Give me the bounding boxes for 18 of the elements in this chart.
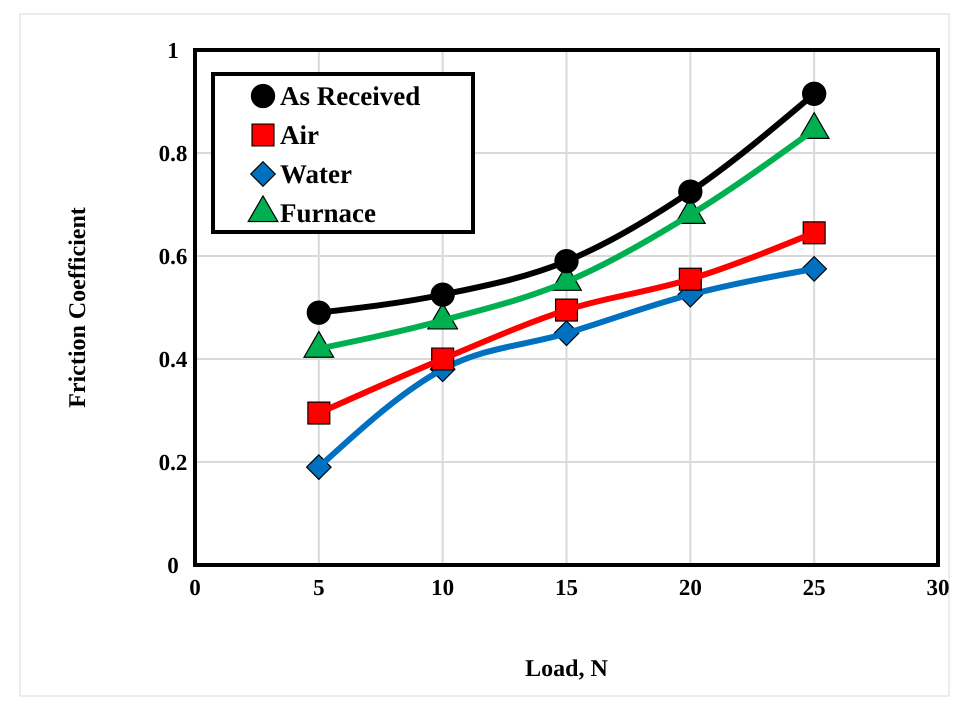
legend-label: Air [280,120,319,150]
legend-label: As Received [280,81,420,111]
y-tick-label: 0.2 [158,450,188,475]
x-tick-label: 20 [678,575,702,600]
legend-label: Furnace [280,198,376,228]
y-tick-label: 0.6 [158,244,188,269]
x-tick-label: 15 [555,575,578,600]
legend-label: Water [280,159,352,189]
y-tick-label: 1 [167,38,179,63]
x-tick-label: 30 [926,575,950,600]
x-axis-title: Load, N [525,656,609,682]
y-axis-title: Friction Coefficient [65,207,91,408]
y-tick-label: 0 [167,553,179,578]
x-tick-label: 5 [313,575,325,600]
x-tick-label: 10 [431,575,454,600]
y-tick-label: 0.8 [158,141,188,166]
x-tick-label: 25 [802,575,826,600]
y-tick-label: 0.4 [158,347,188,372]
